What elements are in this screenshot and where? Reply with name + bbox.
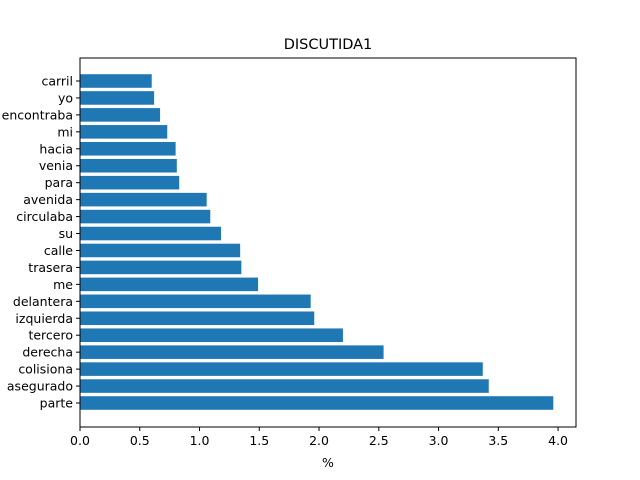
bar-avenida [80,192,207,207]
bar-colisiona [80,362,483,376]
bar-tercero [80,328,343,342]
chart-title: DISCUTIDA1 [284,37,373,53]
y-tick-label: venia [39,158,73,173]
y-tick-label: me [53,277,73,292]
y-tick-label: su [59,226,73,241]
bar-carril [80,74,152,88]
y-tick-label: encontraba [2,107,73,122]
y-tick-label: circulaba [16,209,73,224]
x-axis-label: % [322,455,334,470]
bar-circulaba [80,209,211,224]
bar-calle [80,243,241,258]
x-tick-label: 0.0 [70,433,90,448]
y-tick-label: izquierda [15,311,73,326]
y-tick-label: colisiona [18,362,73,377]
bar-parte [80,396,554,410]
bar-delantera [80,294,311,309]
y-tick-label: para [45,175,73,190]
y-tick-label: delantera [13,294,73,309]
x-tick-label: 1.0 [190,433,210,448]
y-tick-label: asegurado [7,379,73,394]
bar-su [80,226,222,241]
bar-mi [80,125,168,139]
y-tick-label: mi [57,124,73,139]
bar-venia [80,158,177,173]
x-tick-label: 2.5 [369,433,389,448]
bar-izquierda [80,311,315,326]
bars-group [80,74,554,410]
y-tick-label: parte [40,396,74,411]
x-tick-label: 3.0 [429,433,449,448]
x-tick-label: 1.5 [249,433,269,448]
bar-para [80,175,180,190]
bar-encontraba [80,108,161,122]
x-tick-label: 4.0 [548,433,568,448]
bar-me [80,277,259,292]
bar-hacia [80,142,176,156]
y-axis-ticks: parte asegurado colisiona derecha tercero izq… [2,74,80,411]
bar-asegurado [80,379,489,393]
y-tick-label: derecha [22,345,73,360]
x-tick-label: 2.0 [309,433,329,448]
bar-trasera [80,260,242,275]
bar-derecha [80,345,384,359]
y-tick-label: avenida [23,192,73,207]
y-tick-label: trasera [28,260,73,275]
y-tick-label: tercero [28,328,73,343]
y-tick-label: calle [44,243,73,258]
bar-yo [80,91,155,105]
x-axis-ticks: 0.0 0.5 1.0 1.5 2.0 2.5 3.0 3.5 4.0 [70,427,568,448]
y-tick-label: yo [58,90,73,105]
x-tick-label: 0.5 [130,433,150,448]
plot-frame [79,57,577,428]
y-tick-label: hacia [39,141,73,156]
x-tick-label: 3.5 [488,433,508,448]
y-tick-label: carril [41,74,73,89]
